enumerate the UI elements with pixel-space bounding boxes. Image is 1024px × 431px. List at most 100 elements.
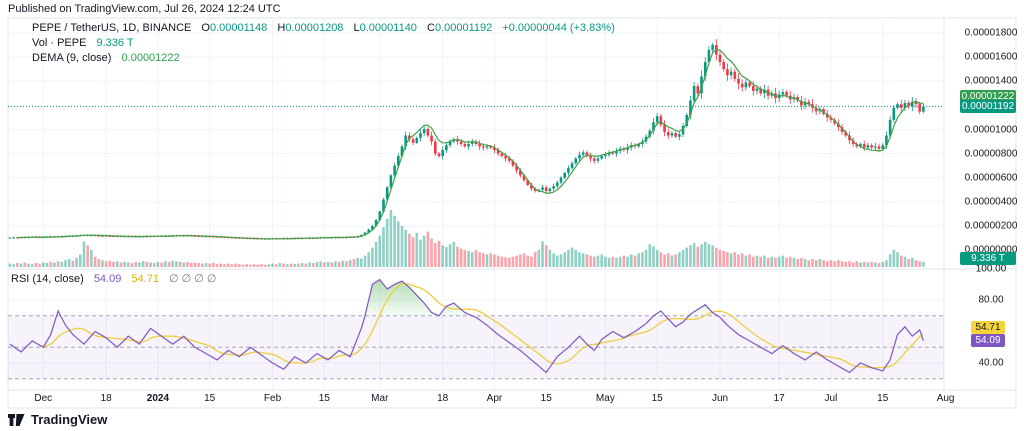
volume-bar — [570, 247, 574, 267]
volume-bar — [56, 261, 60, 267]
candle-body — [467, 143, 470, 147]
volume-bar — [604, 256, 607, 267]
volume-bar — [16, 263, 19, 267]
candle-body — [197, 236, 200, 238]
volume-bar — [204, 263, 208, 267]
candle-body — [485, 146, 489, 148]
volume-bar — [589, 255, 592, 267]
volume-bar — [548, 249, 552, 267]
volume-bar — [30, 264, 34, 267]
volume-bar — [141, 261, 145, 267]
candle-body — [411, 139, 415, 143]
volume-bar — [419, 239, 422, 267]
volume-bar — [278, 263, 282, 267]
price-tick-label: 0.00000200 — [964, 220, 1018, 232]
price-tick-label: 0.00001000 — [964, 124, 1018, 135]
candle-body — [685, 115, 689, 126]
volume-badge: 9.336 T — [960, 252, 1016, 265]
volume-bar — [64, 260, 67, 267]
volume-bar — [715, 247, 718, 267]
volume-bar — [796, 259, 799, 267]
candle-body — [548, 188, 552, 192]
time-tick-label: 15 — [877, 393, 889, 404]
close-value: 0.00001192 — [434, 22, 493, 34]
candle-body — [914, 101, 918, 105]
volume-bar — [711, 245, 714, 267]
volume-bar — [252, 264, 256, 267]
volume-bar — [489, 253, 493, 267]
candle-body — [748, 82, 751, 87]
chart-legend: PEPE / TetherUS, 1D, BINANCE O0.00001148… — [32, 21, 615, 66]
volume-bar — [733, 252, 737, 267]
volume-bar — [430, 238, 433, 267]
volume-bar — [27, 263, 30, 267]
candle-body — [537, 189, 541, 192]
volume-bar — [208, 263, 211, 267]
candle-body — [918, 104, 922, 112]
candle-body — [367, 229, 371, 233]
volume-bar — [282, 263, 285, 267]
volume-bar — [785, 257, 788, 267]
time-tick-label: 15 — [204, 393, 216, 404]
volume-bar — [130, 263, 134, 267]
volume-bar — [400, 225, 404, 267]
rsi-value: 54.09 — [93, 273, 122, 285]
low-value: 0.00001140 — [359, 22, 417, 34]
time-tick-label: Jul — [824, 393, 838, 404]
candle-body — [482, 146, 485, 148]
volume-bar — [563, 252, 566, 267]
symbol-title: PEPE / TetherUS, 1D, BINANCE — [32, 22, 192, 34]
candle-body — [589, 156, 592, 159]
candle-body — [489, 146, 493, 148]
rsi-hidden-values: ∅ ∅ ∅ ∅ — [169, 273, 217, 285]
price-tick-label: 0.00001600 — [964, 51, 1018, 63]
candle-body — [829, 117, 833, 120]
candle-body — [426, 128, 430, 136]
volume-bar — [855, 261, 859, 267]
volume-bar — [260, 264, 263, 267]
volume-bar — [304, 263, 308, 267]
volume-bar — [356, 257, 359, 267]
candle-body — [607, 152, 611, 155]
volume-bar — [93, 256, 97, 267]
volume-bar — [315, 261, 319, 267]
volume-bar — [164, 261, 167, 267]
rsi-pane — [8, 278, 944, 380]
volume-value: 9.336 T — [96, 37, 134, 49]
candle-body — [448, 141, 452, 146]
price-tick-label: 0.00000000 — [964, 244, 1018, 256]
volume-bar — [186, 261, 189, 267]
candle-body — [530, 184, 533, 189]
volume-bar — [97, 259, 101, 267]
candle-body — [592, 158, 596, 161]
candle-body — [785, 92, 788, 96]
candle-body — [389, 175, 393, 188]
candle-body — [204, 236, 208, 238]
time-tick-label: Dec — [34, 393, 53, 404]
volume-bar — [899, 255, 903, 267]
volume-bar — [822, 260, 825, 267]
candle-body — [870, 145, 873, 148]
volume-bar — [515, 255, 518, 267]
volume-bar — [678, 252, 681, 267]
volume-bar — [918, 261, 922, 267]
candle-body — [877, 146, 881, 149]
candle-body — [678, 134, 681, 137]
volume-bar — [744, 255, 748, 267]
volume-bar — [611, 256, 615, 267]
volume-bar — [652, 246, 655, 267]
candle-body — [729, 71, 733, 76]
candle-body — [463, 143, 467, 147]
rsi-badge: 54.09 — [971, 334, 1005, 347]
volume-bar — [874, 262, 877, 267]
candle-body — [663, 124, 666, 132]
volume-label: Vol · PEPE — [32, 37, 87, 49]
volume-bar — [374, 241, 378, 267]
candle-body — [526, 180, 530, 185]
candle-body — [859, 143, 862, 147]
rsi-ma-value: 54.71 — [131, 273, 159, 285]
volume-bar — [851, 262, 855, 267]
candle-body — [559, 177, 563, 183]
volume-bar — [19, 263, 23, 267]
